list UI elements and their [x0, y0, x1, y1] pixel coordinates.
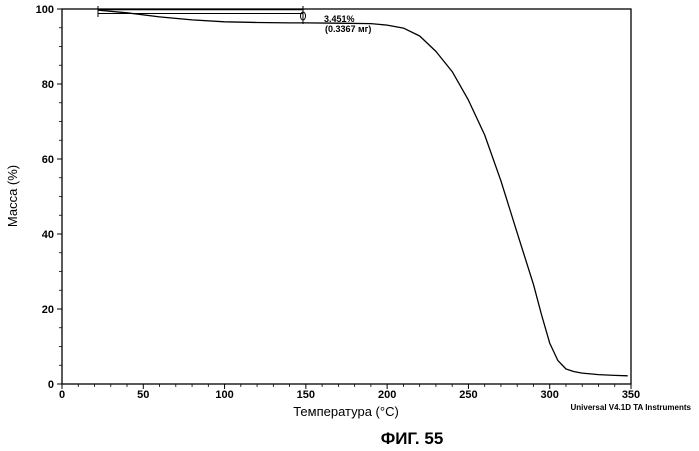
- x-tick-label: 50: [137, 389, 149, 401]
- x-tick-label: 0: [59, 389, 65, 401]
- step-marker-symbol: [300, 11, 306, 21]
- annotation-mass: (0.3367 мг): [325, 24, 371, 34]
- x-tick-label: 250: [459, 389, 477, 401]
- x-tick-label: 150: [297, 389, 315, 401]
- figure-label: ФИГ. 55: [381, 429, 444, 448]
- x-tick-label: 100: [215, 389, 233, 401]
- x-tick-label: 200: [378, 389, 396, 401]
- x-axis-title: Температура (°C): [293, 404, 399, 419]
- y-axis-title: Масса (%): [5, 165, 20, 227]
- y-tick-label: 60: [42, 154, 54, 166]
- instrument-credit: Universal V4.1D TA Instruments: [571, 403, 692, 412]
- y-tick-label: 40: [42, 229, 54, 241]
- x-tick-label: 300: [541, 389, 559, 401]
- y-tick-label: 100: [36, 4, 54, 16]
- y-tick-label: 0: [48, 379, 54, 391]
- x-tick-label: 350: [622, 389, 640, 401]
- series-layer: [97, 9, 628, 377]
- annotation-layer: 3.451% (0.3367 мг): [97, 6, 371, 34]
- mass-loss-curve: [97, 9, 628, 377]
- x-axis: 0 50 100 150 200 250 300 350: [59, 384, 640, 401]
- y-tick-label: 20: [42, 304, 54, 316]
- y-tick-label: 80: [42, 79, 54, 91]
- y-axis: 0 20 40 60 80 100: [36, 4, 62, 391]
- annotation-percent: 3.451%: [324, 14, 355, 24]
